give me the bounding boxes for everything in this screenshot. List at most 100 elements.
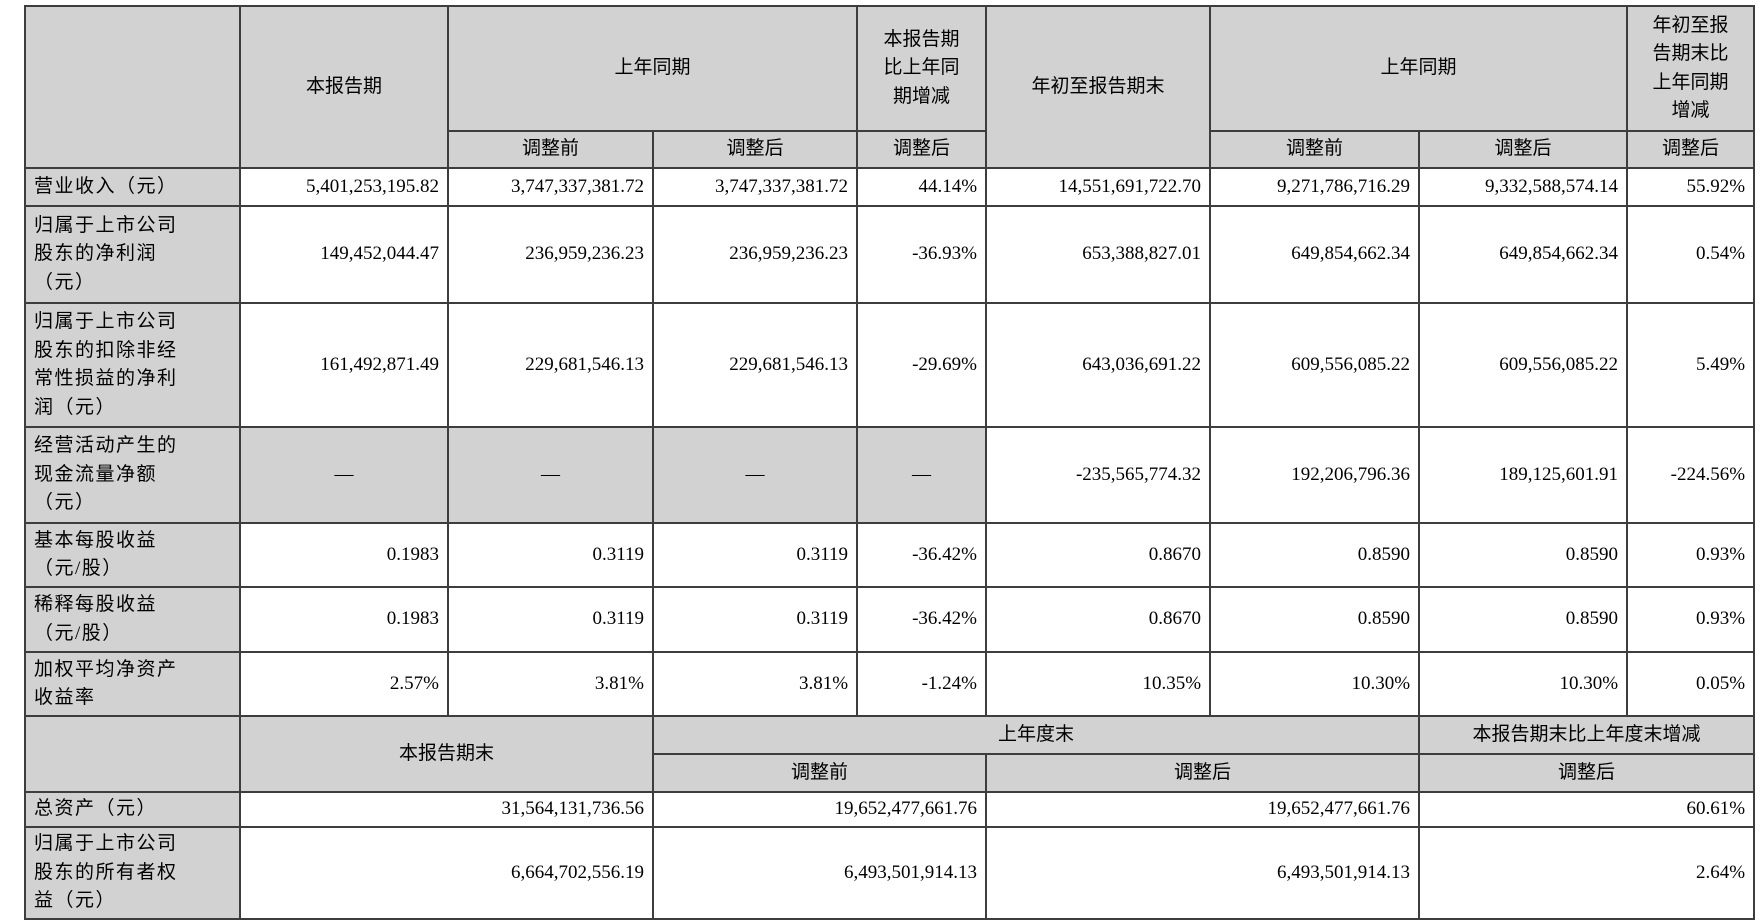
row-label: 基本每股收益 （元/股）	[24, 522, 241, 588]
row-label: 归属于上市公司 股东的净利润 （元）	[24, 205, 241, 304]
header-prior-year-same-period: 上年同期	[446, 5, 859, 132]
cell-value: 10.35%	[985, 651, 1212, 717]
financial-summary-table: 本报告期 上年同期 本报告期 比上年同 期增减 年初至报告期末 上年同期 年初至…	[24, 5, 1756, 920]
cell-value: -36.42%	[856, 586, 988, 653]
cell-value: 3.81%	[447, 651, 654, 717]
table-row-net-profit-excl-nonrecurring: 归属于上市公司 股东的扣除非经 常性损益的净利 润（元） 161,492,871…	[24, 302, 1756, 428]
header-current-period: 本报告期	[239, 5, 449, 169]
cell-value: -36.93%	[856, 205, 988, 304]
cell-value: 0.3119	[447, 586, 654, 653]
corner-blank-cell-2	[24, 715, 241, 793]
cell-value: —	[239, 426, 449, 524]
cell-value: 5.49%	[1626, 302, 1756, 428]
table-row-total-assets: 总资产（元） 31,564,131,736.56 19,652,477,661.…	[24, 791, 1756, 828]
row-label: 总资产（元）	[24, 791, 241, 828]
table-row-operating-cash-flow: 经营活动产生的 现金流量净额 （元） — — — — -235,565,774.…	[24, 426, 1756, 524]
cell-value: 649,854,662.34	[1209, 205, 1421, 304]
cell-value: 0.3119	[651, 522, 859, 588]
row-label: 加权平均净资产 收益率	[24, 651, 241, 717]
cell-value: 0.8670	[985, 586, 1212, 653]
cell-value: 161,492,871.49	[239, 302, 449, 428]
subheader-after-adjustment: 调整后	[1418, 130, 1629, 169]
cell-value: 0.3119	[447, 522, 654, 588]
cell-value: 55.92%	[1626, 167, 1756, 207]
header2-sub-row: 调整前 调整后 调整后	[25, 753, 1756, 793]
cell-value: 0.93%	[1626, 586, 1756, 653]
cell-value: —	[856, 426, 988, 524]
cell-value: 9,271,786,716.29	[1209, 167, 1421, 207]
subheader-after-adjustment: 调整后	[985, 753, 1421, 793]
header-sub-row: 调整前 调整后 调整后 调整前 调整后 调整后	[25, 130, 1756, 169]
row-label: 归属于上市公司 股东的扣除非经 常性损益的净利 润（元）	[24, 302, 241, 428]
cell-value: 0.93%	[1626, 522, 1756, 588]
cell-value: 0.8670	[985, 522, 1212, 588]
row-label: 经营活动产生的 现金流量净额 （元）	[24, 426, 241, 524]
cell-value: -235,565,774.32	[985, 426, 1212, 524]
header-period-change: 本报告期 比上年同 期增减	[856, 5, 988, 132]
cell-value: 0.8590	[1418, 586, 1629, 653]
subheader-after-adjustment: 调整后	[856, 130, 988, 169]
header2-group-row: 本报告期末 上年度末 本报告期末比上年度末增减	[24, 715, 1756, 793]
table-row-basic-eps: 基本每股收益 （元/股） 0.1983 0.3119 0.3119 -36.42…	[24, 522, 1756, 588]
header-prior-year-end: 上年度末	[651, 715, 1421, 755]
cell-value: 3,747,337,381.72	[447, 167, 654, 207]
table-row-weighted-avg-roe: 加权平均净资产 收益率 2.57% 3.81% 3.81% -1.24% 10.…	[24, 651, 1756, 717]
header-prior-year-same-period-2: 上年同期	[1209, 5, 1629, 132]
table-row-net-profit: 归属于上市公司 股东的净利润 （元） 149,452,044.47 236,95…	[24, 205, 1756, 304]
cell-value: 643,036,691.22	[985, 302, 1212, 428]
cell-value: 6,493,501,914.13	[651, 826, 988, 920]
cell-value: -29.69%	[856, 302, 988, 428]
cell-value: 149,452,044.47	[239, 205, 449, 304]
cell-value: 0.05%	[1626, 651, 1756, 717]
cell-value: 3.81%	[651, 651, 859, 717]
cell-value: 649,854,662.34	[1418, 205, 1629, 304]
cell-value: 0.1983	[239, 522, 449, 588]
cell-value: 19,652,477,661.76	[985, 791, 1421, 828]
cell-value: 6,493,501,914.13	[985, 826, 1421, 920]
cell-value: 44.14%	[856, 167, 988, 207]
subheader-after-adjustment: 调整后	[1418, 753, 1756, 793]
cell-value: 229,681,546.13	[447, 302, 654, 428]
cell-value: -224.56%	[1626, 426, 1756, 524]
cell-value: 10.30%	[1209, 651, 1421, 717]
header-period-end: 本报告期末	[239, 715, 654, 793]
cell-value: 236,959,236.23	[651, 205, 859, 304]
table-row-owners-equity: 归属于上市公司 股东的所有者权 益（元） 6,664,702,556.19 6,…	[24, 826, 1756, 920]
subheader-after-adjustment: 调整后	[651, 130, 859, 169]
cell-value: 10.30%	[1418, 651, 1629, 717]
cell-value: 229,681,546.13	[651, 302, 859, 428]
cell-value: 31,564,131,736.56	[239, 791, 654, 828]
cell-value: 3,747,337,381.72	[651, 167, 859, 207]
subheader-after-adjustment: 调整后	[1626, 130, 1756, 169]
cell-value: 0.1983	[239, 586, 449, 653]
cell-value: 0.3119	[651, 586, 859, 653]
cell-value: 2.57%	[239, 651, 449, 717]
cell-value: 9,332,588,574.14	[1418, 167, 1629, 207]
cell-value: 2.64%	[1418, 826, 1756, 920]
cell-value: 609,556,085.22	[1418, 302, 1629, 428]
cell-value: 609,556,085.22	[1209, 302, 1421, 428]
subheader-before-adjustment: 调整前	[447, 130, 654, 169]
header-ytd: 年初至报告期末	[985, 5, 1212, 169]
header-group-row: 本报告期 上年同期 本报告期 比上年同 期增减 年初至报告期末 上年同期 年初至…	[24, 5, 1756, 169]
table-row-diluted-eps: 稀释每股收益 （元/股） 0.1983 0.3119 0.3119 -36.42…	[24, 586, 1756, 653]
subheader-before-adjustment: 调整前	[651, 753, 988, 793]
cell-value: 189,125,601.91	[1418, 426, 1629, 524]
cell-value: 0.54%	[1626, 205, 1756, 304]
subheader-before-adjustment: 调整前	[1209, 130, 1421, 169]
cell-value: 6,664,702,556.19	[239, 826, 654, 920]
cell-value: 0.8590	[1418, 522, 1629, 588]
cell-value: 5,401,253,195.82	[239, 167, 449, 207]
row-label: 归属于上市公司 股东的所有者权 益（元）	[24, 826, 241, 920]
header-ytd-change: 年初至报 告期末比 上年同期 增减	[1626, 5, 1756, 132]
corner-blank-cell	[24, 5, 241, 169]
cell-value: 0.8590	[1209, 522, 1421, 588]
cell-value: —	[651, 426, 859, 524]
cell-value: 0.8590	[1209, 586, 1421, 653]
cell-value: 653,388,827.01	[985, 205, 1212, 304]
header-period-end-change: 本报告期末比上年度末增减	[1418, 715, 1756, 755]
table-row-revenue: 营业收入（元） 5,401,253,195.82 3,747,337,381.7…	[24, 167, 1756, 207]
row-label: 稀释每股收益 （元/股）	[24, 586, 241, 653]
cell-value: -36.42%	[856, 522, 988, 588]
